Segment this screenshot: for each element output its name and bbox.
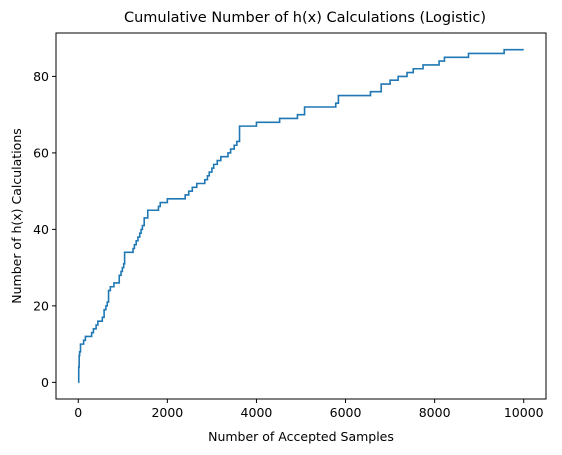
series-line [77,48,524,384]
x-tick-label: 4000 [241,405,273,420]
x-tick-label: 0 [74,405,82,420]
y-tick-label: 0 [41,375,49,390]
y-tick-label: 80 [33,69,49,84]
plot-frame [55,32,547,400]
y-tick-label: 20 [33,298,49,313]
x-axis-ticks: 0 2000 4000 6000 8000 10000 [74,399,544,420]
x-tick-label: 10000 [504,405,544,420]
chart-title: Cumulative Number of h(x) Calculations (… [124,10,486,26]
x-axis-label: Number of Accepted Samples [208,429,394,444]
x-tick-label: 8000 [419,405,451,420]
x-tick-label: 6000 [330,405,362,420]
y-tick-label: 40 [33,222,49,237]
x-tick-label: 2000 [151,405,183,420]
y-axis-ticks: 0 20 40 60 80 [33,69,56,390]
y-axis-label: Number of h(x) Calculations [9,128,24,304]
y-tick-label: 60 [33,145,49,160]
plot-series [77,48,524,384]
